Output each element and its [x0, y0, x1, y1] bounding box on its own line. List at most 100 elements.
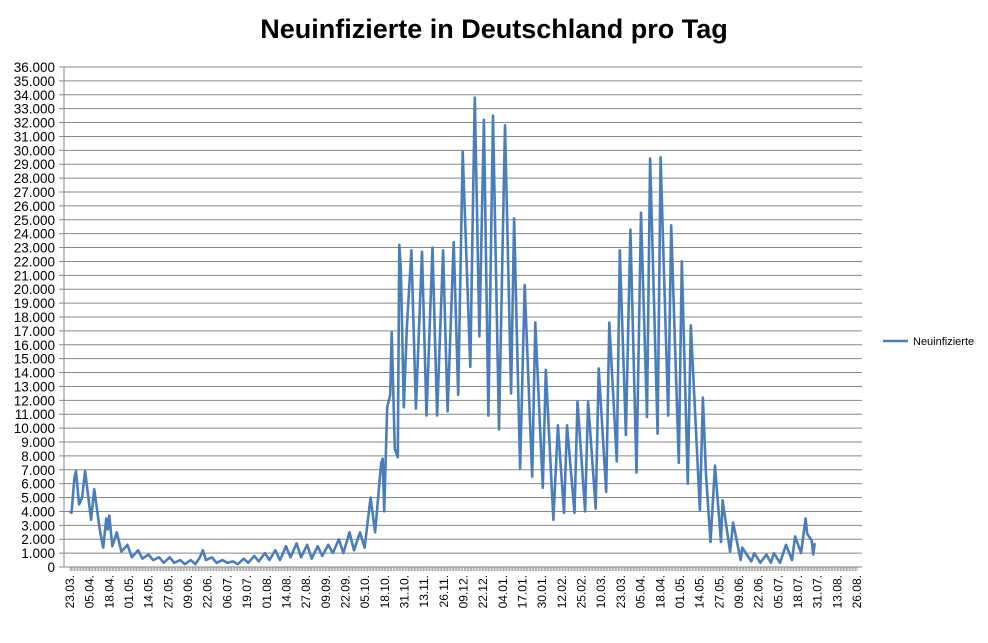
data-point	[576, 400, 579, 403]
data-point	[635, 471, 638, 474]
data-point	[410, 249, 413, 252]
data-point	[179, 559, 182, 561]
x-tick-label: 05.07.	[771, 575, 785, 608]
x-tick-label: 09.06.	[181, 575, 195, 608]
legend-label-neuinfizierte: Neuinfizierte	[913, 336, 974, 348]
data-point	[327, 544, 330, 546]
x-tick-label: 25.02.	[575, 575, 589, 608]
gridlines	[59, 66, 862, 568]
data-point	[211, 556, 213, 559]
x-tick-label: 22.09.	[338, 575, 352, 608]
series-group	[69, 96, 816, 566]
data-point	[739, 559, 742, 561]
y-tick-label: 11.000	[15, 407, 55, 422]
data-point	[394, 448, 396, 450]
data-point	[523, 284, 526, 286]
data-point	[400, 267, 402, 270]
x-tick-label: 10.03.	[594, 575, 608, 608]
data-point	[702, 396, 704, 399]
data-point	[557, 424, 559, 427]
y-tick-label: 4.000	[21, 504, 55, 519]
data-point	[380, 462, 383, 464]
y-tick-label: 34.000	[14, 88, 55, 103]
data-point	[699, 509, 701, 511]
data-point	[519, 467, 521, 470]
data-point	[306, 544, 309, 546]
data-point	[226, 562, 228, 564]
y-tick-label: 2.000	[21, 532, 55, 547]
y-tick-label: 16.000	[14, 338, 55, 353]
x-tick-label: 27.08.	[299, 575, 313, 608]
y-tick-label: 14.000	[14, 366, 55, 381]
x-tick-label: 26.08.	[850, 575, 864, 608]
x-axis-tick-labels: 23.03. 05.04. 18.04. 01.05. 14.05. 27.05. 09.0…	[63, 575, 864, 608]
data-point	[770, 562, 772, 564]
data-point	[534, 321, 537, 324]
data-point	[73, 475, 76, 478]
data-point	[608, 321, 611, 324]
y-tick-label: 22.000	[14, 254, 55, 269]
data-point	[750, 560, 753, 563]
data-point	[279, 559, 281, 561]
data-point	[348, 531, 351, 534]
x-tick-label: 31.10.	[397, 575, 411, 608]
data-point	[390, 331, 393, 334]
data-point	[78, 503, 80, 506]
y-tick-label: 0	[47, 560, 55, 575]
x-axis-minor-ticks	[69, 567, 858, 571]
data-point	[126, 544, 129, 546]
data-point	[687, 482, 689, 485]
data-point	[389, 394, 392, 396]
y-tick-label: 31.000	[14, 129, 55, 144]
y-tick-label: 20.000	[14, 282, 55, 297]
y-tick-label: 13.000	[14, 379, 55, 394]
data-point	[264, 552, 266, 554]
data-point	[721, 499, 724, 502]
data-point	[99, 531, 101, 534]
data-point	[619, 249, 621, 252]
data-point	[108, 514, 111, 517]
data-point	[310, 557, 313, 560]
data-point	[194, 563, 197, 565]
data-point	[436, 414, 438, 417]
data-point	[469, 366, 472, 368]
data-point	[353, 549, 355, 552]
data-point	[597, 367, 600, 370]
data-point	[359, 531, 361, 534]
x-tick-label: 09.09.	[319, 575, 333, 608]
data-point	[205, 559, 207, 561]
y-tick-label: 9.000	[21, 435, 55, 450]
y-axis-tick-labels: 01.0002.0003.0004.0005.0006.0007.0008.00…	[14, 60, 55, 575]
data-point	[646, 416, 648, 418]
data-point	[247, 562, 249, 564]
y-tick-label: 29.000	[14, 157, 55, 172]
data-point	[236, 563, 239, 565]
y-tick-label: 23.000	[14, 241, 55, 256]
data-point	[316, 545, 319, 547]
data-point	[670, 224, 672, 227]
x-tick-label: 18.04.	[653, 575, 667, 608]
y-tick-label: 24.000	[14, 227, 55, 242]
data-point	[552, 519, 555, 521]
x-tick-label: 22.06.	[752, 575, 766, 608]
y-tick-label: 18.000	[14, 310, 55, 325]
data-point	[492, 114, 494, 117]
legend: Neuinfizierte	[883, 336, 974, 348]
data-point	[285, 545, 287, 547]
x-tick-label: 01.08.	[260, 575, 274, 608]
x-tick-label: 18.04.	[102, 575, 116, 608]
data-point	[374, 531, 376, 534]
y-tick-label: 35.000	[14, 74, 55, 89]
data-point	[705, 471, 707, 474]
x-tick-label: 14.05.	[142, 575, 156, 608]
data-point	[268, 559, 271, 561]
data-point	[573, 512, 576, 514]
data-point	[452, 241, 455, 243]
data-point	[102, 546, 104, 549]
x-tick-label: 09.12.	[457, 575, 471, 608]
data-point	[640, 212, 642, 214]
y-tick-label: 7.000	[21, 463, 55, 478]
x-tick-label: 18.07.	[791, 575, 805, 608]
x-tick-label: 04.01.	[496, 575, 510, 608]
